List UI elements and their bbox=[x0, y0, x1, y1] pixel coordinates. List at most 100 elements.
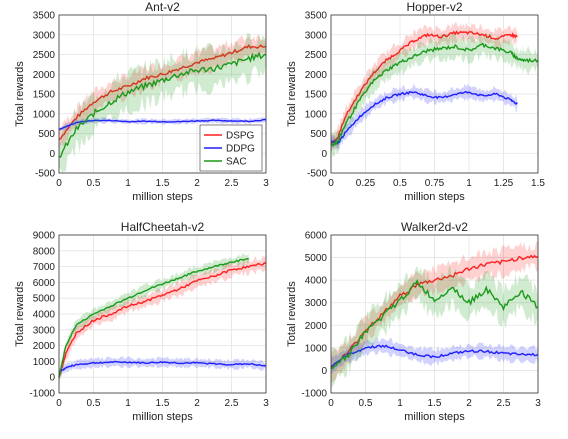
x-tick-label: 1.5 bbox=[531, 178, 545, 189]
y-tick-label: 4000 bbox=[33, 310, 56, 321]
x-tick-label: 1 bbox=[397, 398, 403, 409]
series-line-ddpg bbox=[58, 118, 267, 131]
y-tick-label: -1000 bbox=[301, 389, 327, 400]
axes-frame bbox=[330, 234, 539, 394]
y-tick-label: -500 bbox=[35, 169, 55, 180]
y-tick-label: 1500 bbox=[305, 90, 328, 101]
series-band-sac bbox=[331, 264, 538, 388]
y-tick-label: -1000 bbox=[29, 389, 55, 400]
legend: DSPG DDPG SAC bbox=[199, 124, 263, 172]
x-tick-label: 1 bbox=[466, 178, 472, 189]
x-tick-label: 1.5 bbox=[156, 398, 170, 409]
y-tick-label: 1000 bbox=[305, 109, 328, 120]
y-tick-label: 4000 bbox=[305, 276, 328, 287]
x-tick-label: 2 bbox=[466, 398, 472, 409]
x-tick-label: 1 bbox=[125, 398, 131, 409]
series-line-ddpg bbox=[330, 90, 518, 145]
series-line-sac bbox=[58, 51, 267, 158]
y-axis-label: Total rewards bbox=[14, 61, 26, 127]
series-line-sac bbox=[58, 258, 249, 378]
y-tick-label: 3000 bbox=[305, 298, 328, 309]
y-tick-label: 1000 bbox=[33, 109, 56, 120]
y-tick-label: 6000 bbox=[305, 231, 328, 242]
x-axis-label: million steps bbox=[132, 411, 193, 423]
y-tick-label: 5000 bbox=[305, 253, 328, 264]
series-line-dspg bbox=[330, 30, 518, 145]
y-tick-label: 500 bbox=[310, 129, 327, 140]
legend-label-dspg: DSPG bbox=[226, 131, 255, 142]
y-tick-label: 1500 bbox=[33, 90, 56, 101]
x-tick-label: 0.25 bbox=[356, 178, 376, 189]
y-tick-label: 6000 bbox=[33, 278, 56, 289]
x-axis-label: million steps bbox=[404, 411, 465, 423]
series-line-ddpg bbox=[58, 360, 267, 374]
y-tick-label: 1000 bbox=[305, 343, 328, 354]
series-band-sac bbox=[59, 33, 266, 174]
chart-title: Hopper-v2 bbox=[406, 0, 462, 14]
y-tick-label: 3000 bbox=[33, 30, 56, 41]
x-tick-label: 0.75 bbox=[425, 178, 445, 189]
y-tick-label: 2000 bbox=[305, 321, 328, 332]
chart-title: Ant-v2 bbox=[145, 0, 180, 14]
x-tick-label: 0 bbox=[56, 178, 62, 189]
y-tick-label: 500 bbox=[38, 129, 55, 140]
series-band-dspg bbox=[331, 241, 538, 383]
y-tick-label: 2000 bbox=[33, 70, 56, 81]
chart-title: Walker2d-v2 bbox=[401, 220, 468, 234]
y-tick-label: 0 bbox=[49, 149, 55, 160]
x-tick-label: 2.5 bbox=[225, 398, 239, 409]
y-tick-label: -500 bbox=[307, 169, 327, 180]
y-tick-label: 2500 bbox=[33, 50, 56, 61]
series-line-dspg bbox=[58, 261, 267, 378]
y-tick-label: 9000 bbox=[33, 231, 56, 242]
series-line-ddpg bbox=[330, 344, 539, 367]
x-axis-label: million steps bbox=[132, 191, 193, 203]
x-tick-label: 0.5 bbox=[87, 398, 101, 409]
axes-frame bbox=[58, 14, 267, 174]
axes-frame bbox=[330, 14, 539, 174]
x-tick-label: 3 bbox=[263, 398, 269, 409]
series-line-sac bbox=[330, 42, 539, 147]
x-tick-label: 2.5 bbox=[497, 398, 511, 409]
x-axis-label: million steps bbox=[404, 191, 465, 203]
chart-title: HalfCheetah-v2 bbox=[121, 220, 205, 234]
chart-panel-2: -100001000200030004000500060007000800090… bbox=[14, 220, 269, 423]
axes-frame bbox=[58, 234, 267, 394]
y-tick-label: 0 bbox=[321, 149, 327, 160]
x-tick-label: 2.5 bbox=[225, 178, 239, 189]
y-tick-label: 0 bbox=[321, 366, 327, 377]
series-band-sac bbox=[59, 253, 249, 382]
series-line-sac bbox=[330, 279, 539, 370]
x-tick-label: 2 bbox=[194, 398, 200, 409]
y-tick-label: 0 bbox=[49, 373, 55, 384]
x-tick-label: 1 bbox=[125, 178, 131, 189]
y-tick-label: 3500 bbox=[305, 11, 328, 22]
x-tick-label: 0.5 bbox=[393, 178, 407, 189]
series-band-dspg bbox=[59, 34, 266, 150]
series-band-ddpg bbox=[331, 337, 538, 375]
x-tick-label: 0 bbox=[56, 398, 62, 409]
y-tick-label: 2500 bbox=[305, 50, 328, 61]
y-tick-label: 3000 bbox=[33, 325, 56, 336]
x-tick-label: 3 bbox=[263, 178, 269, 189]
x-tick-label: 3 bbox=[535, 398, 541, 409]
x-tick-label: 2 bbox=[194, 178, 200, 189]
legend-label-sac: SAC bbox=[226, 157, 247, 168]
x-tick-label: 0 bbox=[328, 178, 334, 189]
x-tick-label: 0.5 bbox=[87, 178, 101, 189]
x-tick-label: 1.5 bbox=[156, 178, 170, 189]
y-tick-label: 2000 bbox=[305, 70, 328, 81]
y-tick-label: 2000 bbox=[33, 341, 56, 352]
y-axis-label: Total rewards bbox=[286, 61, 298, 127]
y-tick-label: 3000 bbox=[305, 30, 328, 41]
y-axis-label: Total rewards bbox=[286, 281, 298, 347]
y-axis-label: Total rewards bbox=[14, 281, 26, 347]
series-line-dspg bbox=[58, 43, 267, 141]
y-tick-label: 8000 bbox=[33, 246, 56, 257]
y-tick-label: 5000 bbox=[33, 294, 56, 305]
x-tick-label: 1.25 bbox=[494, 178, 514, 189]
